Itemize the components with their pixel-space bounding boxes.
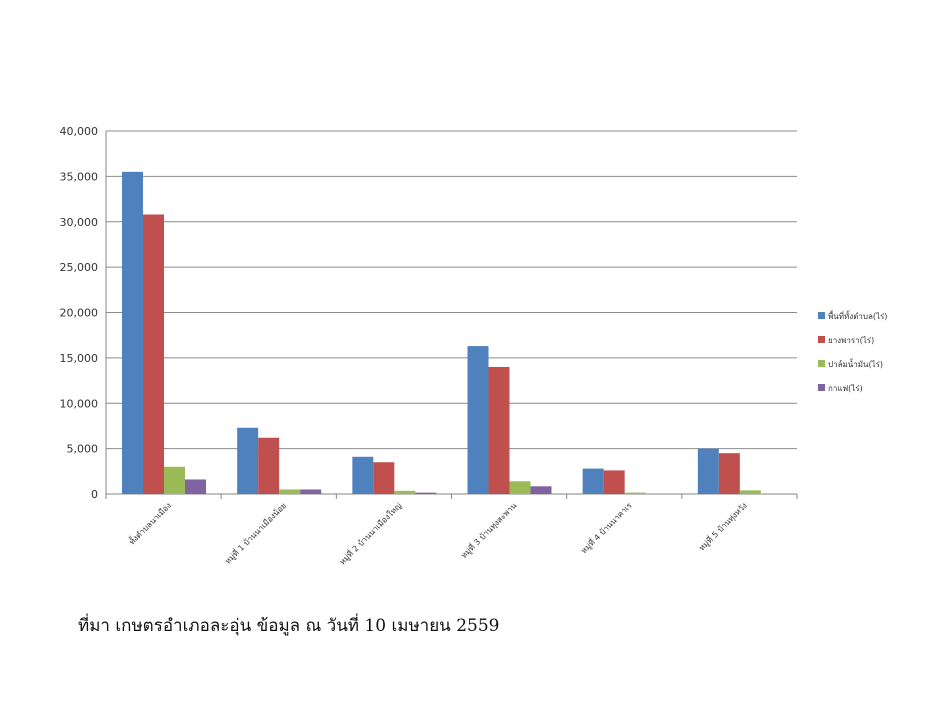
legend-label: กาแฟ(ไร่) [828, 384, 863, 393]
y-tick-label: 0 [91, 488, 98, 501]
bar [279, 489, 301, 494]
bar [582, 468, 604, 494]
y-tick-label: 15,000 [60, 352, 99, 365]
category-label: หมู่ที่ 3 บ้านทุ่งสะพาน [458, 499, 520, 561]
category-label: หมู่ที่ 4 บ้านนาคาเร [578, 499, 635, 556]
legend-swatch [818, 360, 825, 367]
bar [258, 437, 280, 494]
y-tick-label: 10,000 [60, 397, 99, 410]
legend-label: พื้นที่ทั้งตำบล(ไร่) [828, 310, 887, 321]
source-note: ที่มา เกษตรอำเภอละอุ่น ข้อมูล ณ วันที่ 1… [78, 616, 500, 636]
bar [530, 486, 552, 494]
category-label: หมู่ที่ 5 บ้านทุ่งหวัง [696, 500, 750, 554]
legend-label: ปาล์มน้ำมัน(ไร่) [828, 358, 883, 369]
bar [739, 490, 761, 494]
category-label: หมู่ที่ 1 บ้านนาเมืองน้อย [222, 500, 289, 567]
y-tick-label: 5,000 [67, 443, 99, 456]
bar [122, 171, 143, 494]
y-tick-label: 40,000 [60, 125, 99, 138]
legend-swatch [818, 312, 825, 319]
bar [237, 427, 259, 494]
bar [488, 366, 510, 494]
bar [352, 456, 374, 494]
bar [164, 466, 185, 494]
bar [697, 448, 719, 494]
bar [624, 492, 646, 494]
bar [718, 453, 740, 494]
bar [467, 346, 489, 494]
bar [394, 490, 416, 494]
y-tick-label: 30,000 [60, 216, 99, 229]
bar [603, 470, 625, 494]
legend-swatch [818, 336, 825, 343]
bar [373, 462, 395, 494]
y-tick-label: 20,000 [60, 307, 99, 320]
y-tick-label: 25,000 [60, 261, 99, 274]
bar [143, 214, 164, 495]
bar [415, 492, 437, 494]
legend-swatch [818, 384, 825, 391]
legend-label: ยางพารา(ไร่) [828, 336, 874, 345]
bar [509, 481, 531, 494]
category-label: ทั้งตำบลนาเมือง [126, 500, 173, 547]
bar [185, 479, 206, 494]
category-label: หมู่ที่ 2 บ้านนาเมืองใหญ่ [336, 500, 404, 568]
y-tick-label: 35,000 [60, 170, 99, 183]
bar [300, 489, 322, 494]
